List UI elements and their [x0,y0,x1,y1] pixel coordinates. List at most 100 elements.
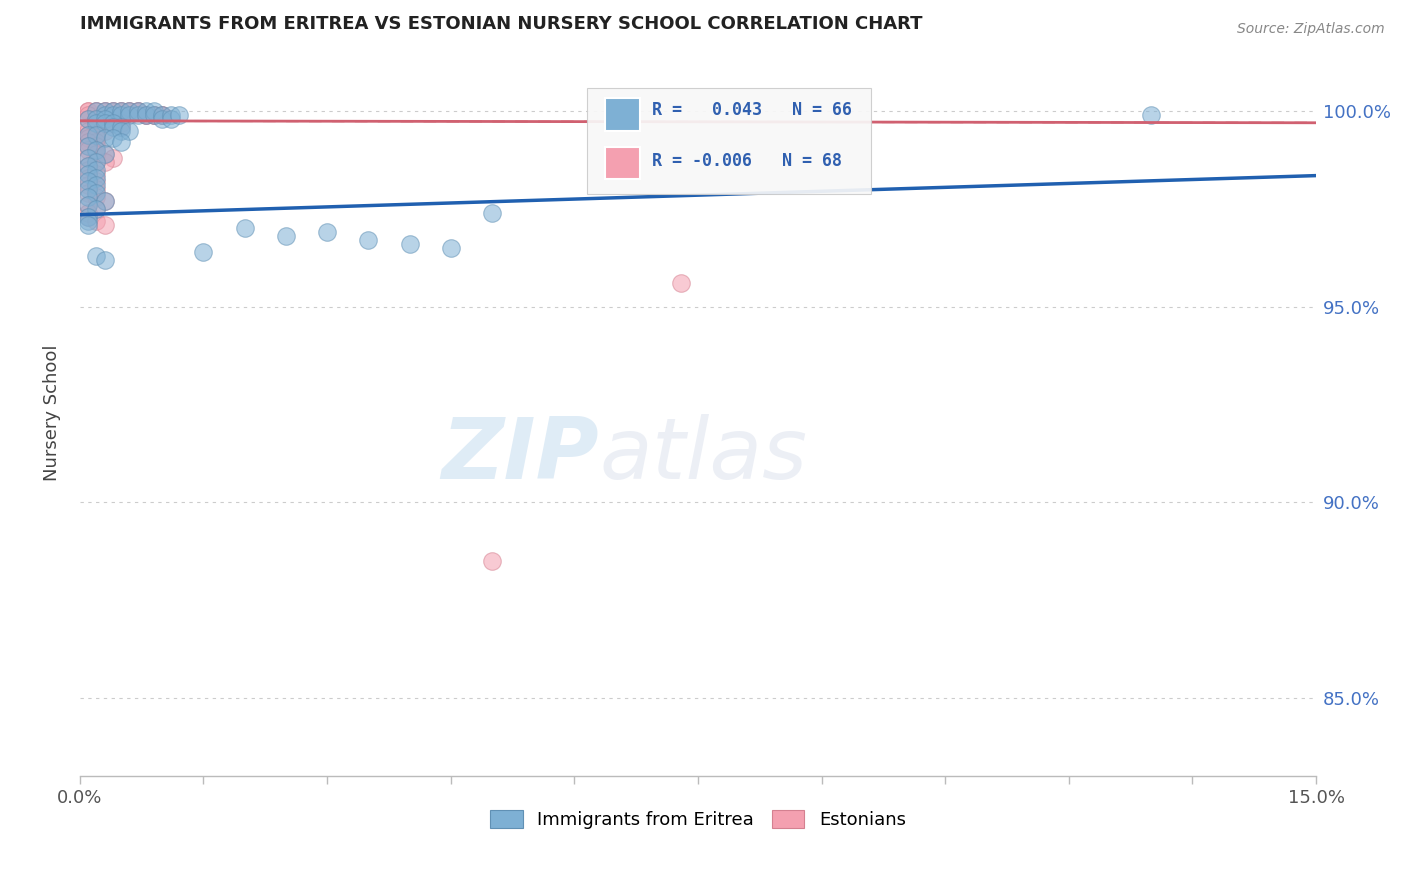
Point [77,182,100,196]
Point [77,108,100,122]
Point [86,249,108,263]
Point [118,103,141,118]
Point [93,147,115,161]
Point [86,190,108,204]
Point [110,103,132,118]
Point [86,143,108,157]
Point [118,123,141,137]
Point [93,218,115,232]
Point [86,131,108,145]
Point [101,151,124,165]
Point [86,103,108,118]
Point [86,202,108,216]
Point [150,108,173,122]
Point [101,116,124,130]
Point [77,139,100,153]
Point [86,202,108,216]
Point [93,194,115,208]
Point [150,112,173,126]
Point [143,108,166,122]
Point [143,108,166,122]
Point [93,155,115,169]
Legend: Immigrants from Eritrea, Estonians: Immigrants from Eritrea, Estonians [482,803,912,837]
Point [110,103,132,118]
Point [93,116,115,130]
Point [110,136,132,150]
Point [77,198,100,212]
Point [193,244,215,259]
Point [77,174,100,188]
Point [86,155,108,169]
Point [93,112,115,126]
Y-axis label: Nursery School: Nursery School [44,344,60,481]
Point [77,218,100,232]
Point [77,159,100,173]
Point [274,229,297,244]
Point [86,112,108,126]
Point [135,108,157,122]
Point [77,136,100,150]
Point [93,123,115,137]
Point [135,108,157,122]
Text: atlas: atlas [599,415,807,498]
Point [86,136,108,150]
Point [86,155,108,169]
Point [86,162,108,177]
Point [143,103,166,118]
Point [77,112,100,126]
Point [159,112,181,126]
Point [77,210,100,224]
Text: ZIP: ZIP [441,415,599,498]
Point [159,108,181,122]
Point [77,120,100,134]
Point [1140,108,1163,122]
Point [316,225,339,239]
Point [77,131,100,145]
Point [77,167,100,181]
Point [77,159,100,173]
Point [101,108,124,122]
Point [86,213,108,227]
Point [93,112,115,126]
Point [127,103,149,118]
Point [86,170,108,185]
Point [135,108,157,122]
Point [77,186,100,201]
Point [127,108,149,122]
Point [77,213,100,227]
Point [671,276,693,290]
Point [357,233,380,247]
Point [93,103,115,118]
Point [93,194,115,208]
Point [101,116,124,130]
Point [86,116,108,130]
Point [233,221,256,235]
Point [101,131,124,145]
Text: R = -0.006   N = 68: R = -0.006 N = 68 [652,153,842,170]
Point [77,170,100,185]
Point [86,186,108,201]
Point [101,103,124,118]
Point [77,206,100,220]
Point [77,128,100,142]
Point [101,116,124,130]
FancyBboxPatch shape [586,88,872,194]
Point [77,139,100,153]
Point [93,103,115,118]
Point [77,151,100,165]
Point [150,108,173,122]
Text: Source: ZipAtlas.com: Source: ZipAtlas.com [1237,22,1385,37]
Point [110,103,132,118]
Point [86,147,108,161]
Point [150,108,173,122]
Point [110,120,132,134]
Point [101,120,124,134]
Bar [605,98,640,131]
Point [110,123,132,137]
Point [86,182,108,196]
Point [77,198,100,212]
Point [77,112,100,126]
Bar [605,146,640,179]
Point [110,108,132,122]
Point [77,151,100,165]
